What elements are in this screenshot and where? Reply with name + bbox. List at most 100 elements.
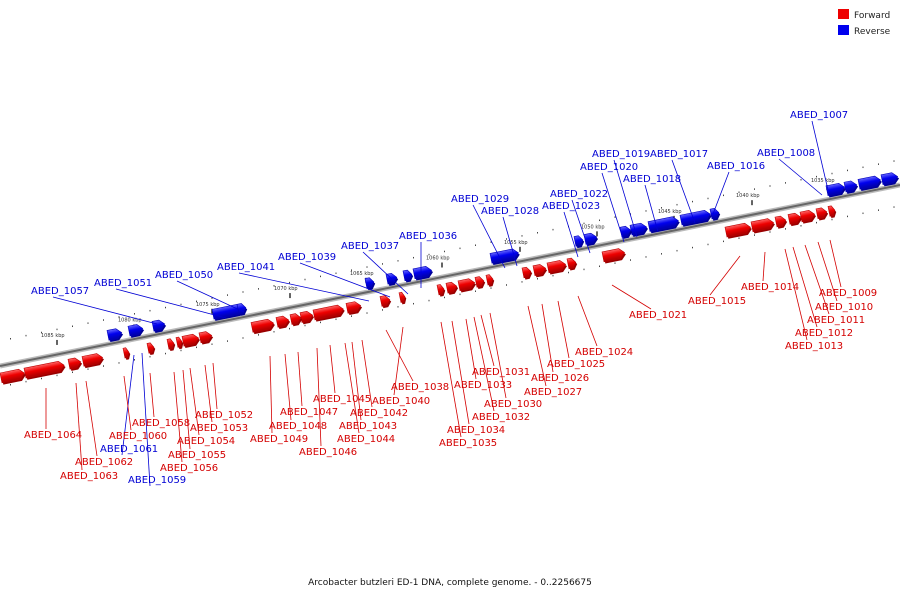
forward-gene-arrow[interactable] bbox=[67, 357, 83, 371]
reverse-gene-arrow[interactable] bbox=[364, 277, 376, 291]
forward-gene-arrow[interactable] bbox=[787, 212, 803, 227]
gene-label[interactable]: ABED_1021 bbox=[629, 310, 687, 321]
gene-label[interactable]: ABED_1017 bbox=[650, 149, 708, 160]
reverse-gene-arrow[interactable] bbox=[236, 303, 248, 317]
gene-label[interactable]: ABED_1007 bbox=[790, 110, 848, 121]
gene-label[interactable]: ABED_1038 bbox=[391, 382, 449, 393]
gene-label[interactable]: ABED_1061 bbox=[100, 444, 158, 455]
forward-gene-arrow[interactable] bbox=[457, 278, 477, 293]
reverse-gene-arrow[interactable] bbox=[127, 323, 145, 338]
forward-gene-arrow[interactable] bbox=[81, 352, 105, 369]
forward-gene-arrow[interactable] bbox=[815, 207, 829, 221]
gene-label[interactable]: ABED_1052 bbox=[195, 410, 253, 421]
forward-gene-arrow[interactable] bbox=[0, 368, 27, 385]
gene-label[interactable]: ABED_1008 bbox=[757, 148, 815, 159]
forward-gene-arrow[interactable] bbox=[546, 259, 568, 275]
forward-gene-arrow[interactable] bbox=[181, 333, 201, 348]
gene-label[interactable]: ABED_1009 bbox=[819, 288, 877, 299]
forward-gene-arrow[interactable] bbox=[724, 222, 753, 239]
gene-label[interactable]: ABED_1016 bbox=[707, 161, 765, 172]
gene-label[interactable]: ABED_1064 bbox=[24, 430, 82, 441]
gene-label[interactable]: ABED_1062 bbox=[75, 457, 133, 468]
gene-label[interactable]: ABED_1036 bbox=[399, 231, 457, 242]
gene-label[interactable]: ABED_1058 bbox=[132, 418, 190, 429]
forward-gene-arrow[interactable] bbox=[445, 281, 459, 295]
forward-gene-arrow[interactable] bbox=[250, 318, 276, 335]
forward-gene-arrow[interactable] bbox=[398, 291, 407, 305]
gene-label[interactable]: ABED_1063 bbox=[60, 471, 118, 482]
forward-gene-arrow[interactable] bbox=[289, 313, 303, 327]
gene-label[interactable]: ABED_1012 bbox=[795, 328, 853, 339]
gene-label[interactable]: ABED_1013 bbox=[785, 341, 843, 352]
reverse-gene-arrow[interactable] bbox=[402, 269, 414, 283]
gene-label[interactable]: ABED_1050 bbox=[155, 270, 213, 281]
forward-gene-arrow[interactable] bbox=[566, 257, 578, 271]
reverse-gene-arrow[interactable] bbox=[151, 319, 167, 333]
gene-label[interactable]: ABED_1035 bbox=[439, 438, 497, 449]
gene-label[interactable]: ABED_1048 bbox=[269, 421, 327, 432]
gene-label[interactable]: ABED_1010 bbox=[815, 302, 873, 313]
forward-gene-arrow[interactable] bbox=[146, 342, 156, 356]
reverse-gene-arrow[interactable] bbox=[619, 225, 633, 239]
gene-label[interactable]: ABED_1054 bbox=[177, 436, 235, 447]
forward-gene-arrow[interactable] bbox=[799, 209, 817, 224]
reverse-gene-arrow[interactable] bbox=[679, 209, 713, 227]
forward-gene-arrow[interactable] bbox=[827, 205, 837, 219]
gene-label[interactable]: ABED_1055 bbox=[168, 450, 226, 461]
gene-label[interactable]: ABED_1046 bbox=[299, 447, 357, 458]
gene-label[interactable]: ABED_1045 bbox=[313, 394, 371, 405]
gene-label[interactable]: ABED_1033 bbox=[454, 380, 512, 391]
forward-gene-arrow[interactable] bbox=[299, 310, 315, 325]
forward-gene-arrow[interactable] bbox=[474, 276, 486, 290]
forward-gene-arrow[interactable] bbox=[345, 300, 363, 315]
gene-label[interactable]: ABED_1053 bbox=[190, 423, 248, 434]
forward-gene-arrow[interactable] bbox=[601, 247, 627, 264]
reverse-gene-arrow[interactable] bbox=[857, 175, 883, 192]
reverse-gene-arrow[interactable] bbox=[412, 265, 434, 281]
gene-label[interactable]: ABED_1022 bbox=[550, 189, 608, 200]
gene-label[interactable]: ABED_1027 bbox=[524, 387, 582, 398]
gene-label[interactable]: ABED_1019 bbox=[592, 149, 650, 160]
gene-label[interactable]: ABED_1047 bbox=[280, 407, 338, 418]
gene-label[interactable]: ABED_1060 bbox=[109, 431, 167, 442]
forward-gene-arrow[interactable] bbox=[436, 284, 446, 297]
gene-label[interactable]: ABED_1040 bbox=[372, 396, 430, 407]
reverse-gene-arrow[interactable] bbox=[843, 180, 859, 194]
forward-gene-arrow[interactable] bbox=[485, 274, 495, 287]
gene-label[interactable]: ABED_1024 bbox=[575, 347, 633, 358]
gene-label[interactable]: ABED_1057 bbox=[31, 286, 89, 297]
gene-label[interactable]: ABED_1026 bbox=[531, 373, 589, 384]
forward-gene-arrow[interactable] bbox=[312, 304, 346, 322]
forward-gene-arrow[interactable] bbox=[275, 315, 291, 330]
gene-label[interactable]: ABED_1030 bbox=[484, 399, 542, 410]
gene-label[interactable]: ABED_1018 bbox=[623, 174, 681, 185]
gene-label[interactable]: ABED_1043 bbox=[339, 421, 397, 432]
gene-label[interactable]: ABED_1037 bbox=[341, 241, 399, 252]
gene-label[interactable]: ABED_1025 bbox=[547, 359, 605, 370]
forward-gene-arrow[interactable] bbox=[521, 266, 533, 280]
forward-gene-arrow[interactable] bbox=[175, 336, 184, 350]
gene-label[interactable]: ABED_1011 bbox=[807, 315, 865, 326]
gene-label[interactable]: ABED_1041 bbox=[217, 262, 275, 273]
forward-gene-arrow[interactable] bbox=[198, 330, 214, 345]
gene-label[interactable]: ABED_1039 bbox=[278, 252, 336, 263]
gene-label[interactable]: ABED_1031 bbox=[472, 367, 530, 378]
gene-label[interactable]: ABED_1029 bbox=[451, 194, 509, 205]
gene-label[interactable]: ABED_1051 bbox=[94, 278, 152, 289]
forward-gene-arrow[interactable] bbox=[774, 215, 788, 229]
gene-label[interactable]: ABED_1023 bbox=[542, 201, 600, 212]
forward-gene-arrow[interactable] bbox=[750, 217, 776, 234]
gene-label[interactable]: ABED_1032 bbox=[472, 412, 530, 423]
gene-label[interactable]: ABED_1042 bbox=[350, 408, 408, 419]
gene-label[interactable]: ABED_1020 bbox=[580, 162, 638, 173]
gene-label[interactable]: ABED_1059 bbox=[128, 475, 186, 486]
forward-gene-arrow[interactable] bbox=[166, 338, 176, 351]
gene-label[interactable]: ABED_1044 bbox=[337, 434, 395, 445]
forward-gene-arrow[interactable] bbox=[23, 360, 67, 380]
gene-label[interactable]: ABED_1056 bbox=[160, 463, 218, 474]
forward-gene-arrow[interactable] bbox=[532, 263, 548, 278]
reverse-gene-arrow[interactable] bbox=[880, 171, 900, 187]
gene-label[interactable]: ABED_1014 bbox=[741, 282, 799, 293]
gene-label[interactable]: ABED_1049 bbox=[250, 434, 308, 445]
